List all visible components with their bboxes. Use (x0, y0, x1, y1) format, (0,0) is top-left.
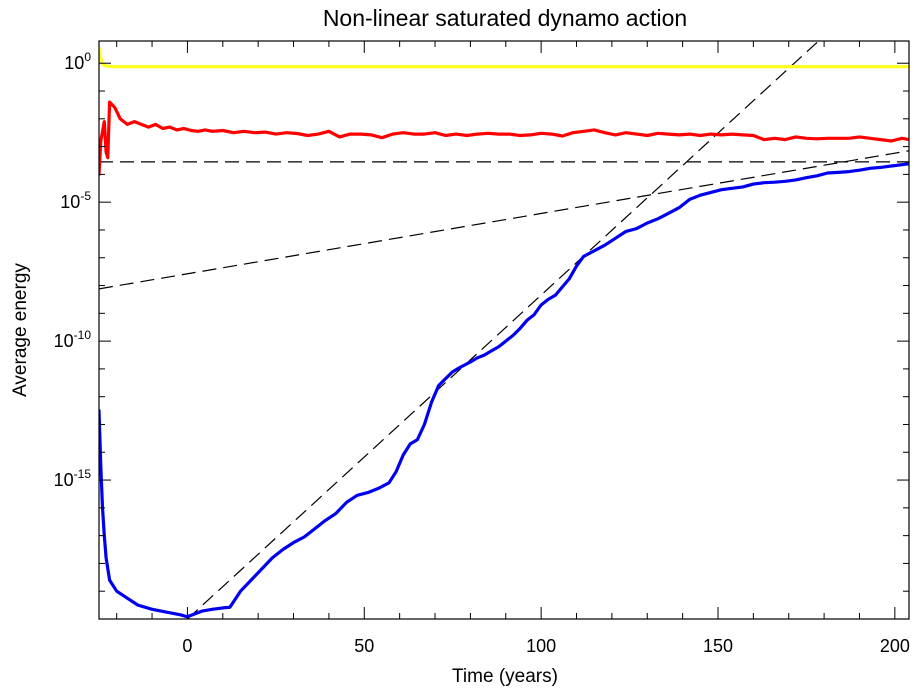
y-tick-label: 10-5 (60, 189, 91, 212)
series-line-red (99, 100, 909, 176)
series-line-yellow (99, 46, 909, 69)
x-tick-label: 0 (182, 636, 192, 656)
x-tick-label: 50 (354, 636, 374, 656)
chart-title: Non-linear saturated dynamo action (323, 5, 687, 31)
y-tick-label-exponent: -15 (74, 467, 92, 481)
y-tick-label-base: 10 (60, 192, 80, 212)
reference-line-shallow-dashed (99, 150, 909, 290)
y-tick-label-exponent: -5 (80, 189, 91, 203)
plot-frame (98, 40, 910, 620)
series-line-blue (99, 162, 909, 619)
x-tick-label: 200 (880, 636, 910, 656)
plot-inner (99, 41, 909, 619)
x-tick-label: 100 (526, 636, 556, 656)
y-tick-label: 10-10 (54, 328, 92, 351)
reference-line-steep-dashed (187, 41, 818, 619)
y-tick-label: 10-15 (54, 467, 92, 490)
x-axis-label: Time (years) (452, 666, 558, 687)
y-axis-label: Average energy (10, 263, 31, 397)
plot-area (99, 41, 909, 619)
y-tick-label-exponent: -10 (74, 328, 92, 342)
y-tick-label-base: 10 (54, 470, 74, 490)
y-tick-label-base: 10 (54, 331, 74, 351)
y-tick-label-exponent: 0 (84, 50, 91, 64)
y-tick-label: 100 (64, 50, 91, 73)
x-tick-label: 150 (703, 636, 733, 656)
y-tick-label-base: 10 (64, 53, 84, 73)
